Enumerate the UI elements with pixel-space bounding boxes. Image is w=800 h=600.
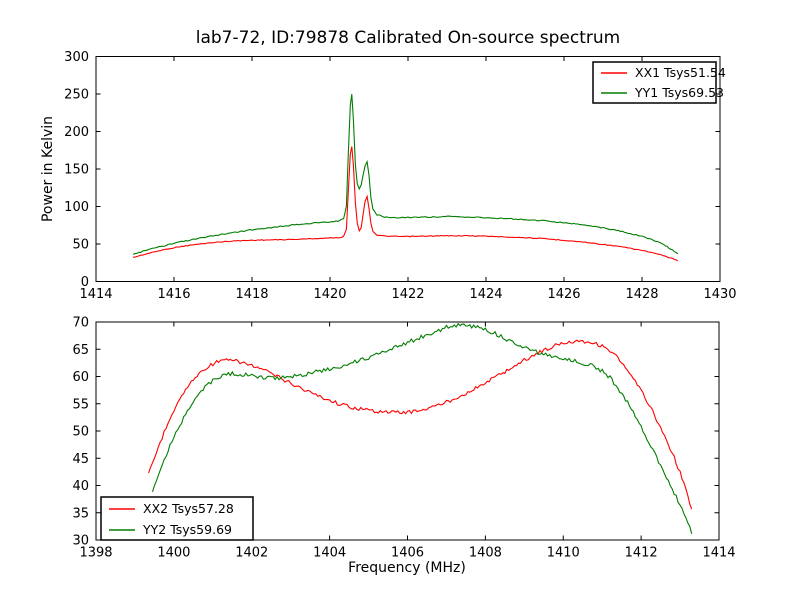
x-tick-label: 1420	[313, 287, 346, 302]
y-tick-label: 45	[72, 452, 89, 467]
x-tick-label: 1410	[547, 546, 580, 561]
x-tick-label: 1398	[79, 546, 112, 561]
y-tick-label: 35	[72, 506, 89, 521]
y-tick-label: 70	[72, 316, 89, 331]
y-tick-label: 50	[72, 425, 89, 440]
x-tick-label: 1414	[79, 287, 112, 302]
y-axis-label: Power in Kelvin	[40, 116, 56, 222]
y-tick-label: 300	[64, 50, 89, 65]
x-tick-label: 1422	[391, 287, 424, 302]
legend-bottom-label-yy2: YY2 Tsys59.69	[142, 522, 232, 537]
plots-layer: 1414 1416 1418 1420 1422 1424 1426 1428 14300501…	[64, 50, 736, 561]
y-tick-label: 100	[64, 200, 89, 215]
curve-yy1	[132, 94, 679, 255]
x-tick-label: 1416	[157, 287, 190, 302]
curve-xx1	[133, 146, 679, 262]
x-tick-label: 1404	[313, 546, 346, 561]
x-tick-label: 1428	[625, 287, 658, 302]
legend-top: XX1 Tsys51.54 YY1 Tsys69.53	[592, 61, 726, 104]
x-tick-label: 1414	[702, 546, 735, 561]
subplot-1: 1414 1416 1418 1420 1422 1424 1426 1428 1430 0 50 1…	[64, 50, 736, 302]
x-tick-label: 1406	[391, 546, 424, 561]
x-tick-label: 1402	[235, 546, 268, 561]
y-tick-label: 150	[64, 163, 89, 178]
x-tick-label: 1412	[625, 546, 658, 561]
x-tick-label: 1400	[157, 546, 190, 561]
x-tick-label: 1418	[235, 287, 268, 302]
y-tick-label: 250	[64, 88, 89, 103]
legend-bottom-label-xx2: XX2 Tsys57.28	[143, 501, 234, 516]
y-tick-label: 60	[72, 370, 89, 385]
legend-bottom-frame	[100, 496, 254, 541]
legend-top-label-xx1: XX1 Tsys51.54	[635, 65, 726, 80]
x-tick-label: 1408	[469, 546, 502, 561]
x-tick-label: 1426	[547, 287, 580, 302]
y-tick-label: 200	[64, 125, 89, 140]
subplot-2: 1398 1400 1402 1404 1406 1408 1410 1412 1414 30 35…	[72, 316, 735, 561]
x-tick-label: 1430	[703, 287, 736, 302]
x-axis-label: Frequency (MHz)	[348, 560, 466, 576]
legend-top-label-yy1: YY1 Tsys69.53	[634, 85, 724, 100]
y-tick-label: 40	[72, 479, 89, 494]
y-tick-label: 55	[72, 397, 89, 412]
legend-bottom: XX2 Tsys57.28 YY2 Tsys59.69	[100, 496, 254, 541]
figure-title: lab7-72, ID:79878 Calibrated On-source s…	[196, 28, 620, 48]
y-tick-label: 50	[72, 238, 89, 253]
y-tick-label: 0	[81, 275, 89, 290]
y-tick-label: 30	[72, 534, 89, 549]
y-tick-label: 65	[72, 343, 89, 358]
x-tick-label: 1424	[469, 287, 502, 302]
legend-top-frame	[592, 61, 717, 104]
curve-xx2	[148, 339, 693, 510]
curve-yy2	[151, 322, 693, 534]
